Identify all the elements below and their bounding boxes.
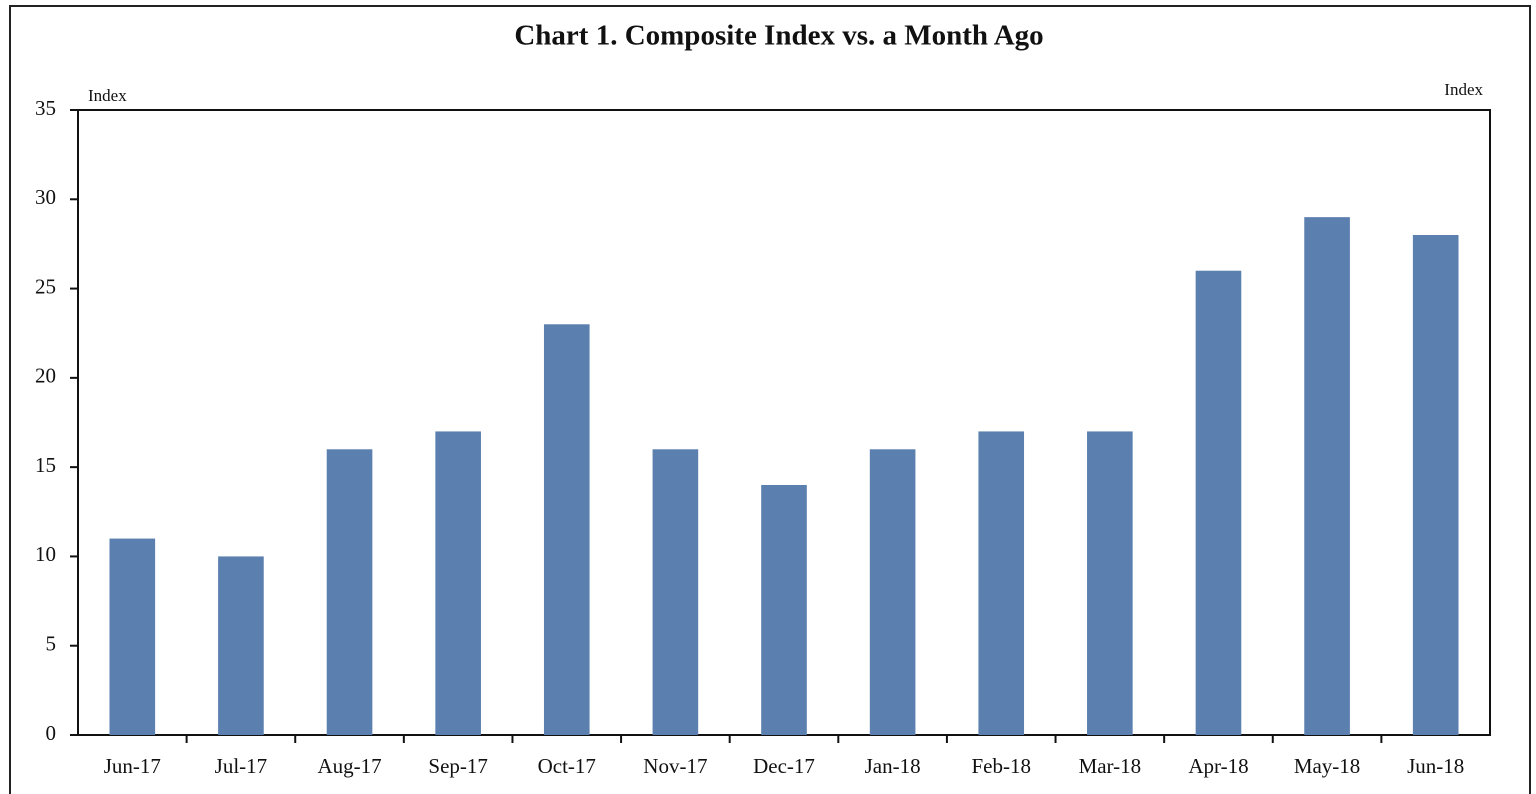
bar <box>761 485 807 735</box>
y-tick-label: 25 <box>35 274 56 298</box>
y-axis-label: Index <box>88 86 127 105</box>
x-tick-label: Mar-18 <box>1079 754 1142 778</box>
y-tick-label: 15 <box>35 453 56 477</box>
x-tick-label: Feb-18 <box>971 754 1031 778</box>
x-tick-label: Jan-18 <box>865 754 921 778</box>
y-tick-label: 30 <box>35 185 56 209</box>
x-tick-label: Oct-17 <box>538 754 596 778</box>
x-tick-label: Apr-18 <box>1188 754 1248 778</box>
bar <box>1087 431 1133 735</box>
bar <box>218 556 264 735</box>
x-tick-label: Dec-17 <box>753 754 815 778</box>
bar <box>1412 235 1459 735</box>
chart-title: Chart 1. Composite Index vs. a Month Ago <box>514 20 1043 52</box>
x-tick-label: Aug-17 <box>317 754 381 778</box>
y-tick-label: 5 <box>46 632 57 656</box>
bar <box>869 449 916 735</box>
x-tick-label: Sep-17 <box>428 754 488 778</box>
bar <box>1195 270 1242 735</box>
bar <box>109 538 156 735</box>
bar <box>652 449 699 735</box>
x-tick-label: Jun-18 <box>1407 754 1464 778</box>
y-tick-label: 35 <box>35 96 56 120</box>
bar <box>978 431 1025 735</box>
y-tick-label: 10 <box>35 542 56 566</box>
bar <box>435 431 481 735</box>
y-tick-label: 0 <box>46 721 57 745</box>
bar <box>1304 217 1350 736</box>
x-tick-label: Nov-17 <box>643 754 707 778</box>
x-tick-label: Jul-17 <box>215 754 268 778</box>
y-tick-label: 20 <box>35 364 56 388</box>
bar <box>543 324 590 735</box>
x-tick-label: May-18 <box>1294 754 1361 778</box>
x-tick-label: Jun-17 <box>104 754 161 778</box>
bar <box>326 449 373 735</box>
y2-axis-label: Index <box>1444 80 1483 99</box>
